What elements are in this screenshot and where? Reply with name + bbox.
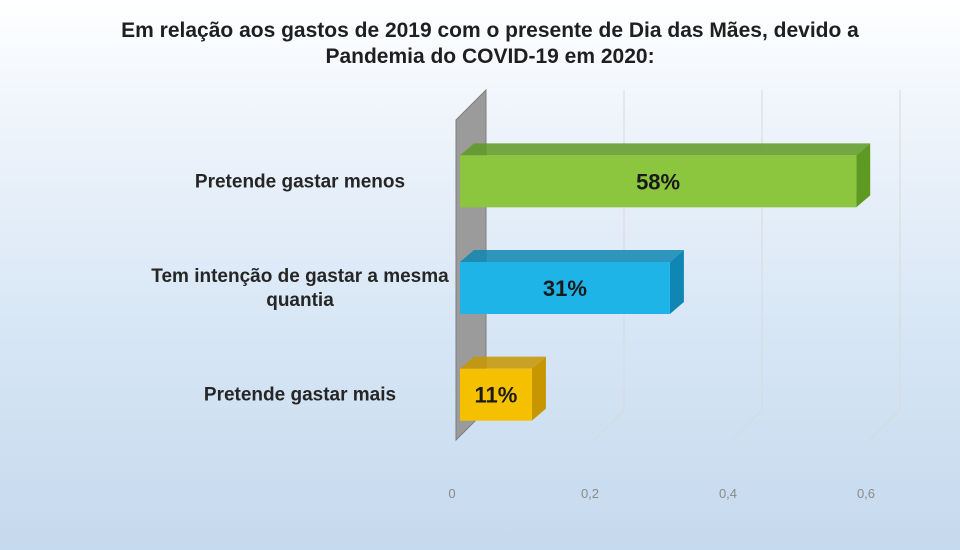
category-label: Tem intenção de gastar a mesma quantia xyxy=(151,266,449,311)
x-tick-label: 0,4 xyxy=(719,486,737,501)
category-label: Pretende gastar menos xyxy=(195,171,405,192)
data-label: 31% xyxy=(543,276,587,301)
data-label: 11% xyxy=(475,383,518,408)
bar xyxy=(460,368,532,421)
bar xyxy=(460,262,670,314)
bar xyxy=(460,155,857,208)
bar-top xyxy=(460,356,546,369)
bar-side xyxy=(669,250,684,314)
bar-side xyxy=(856,143,871,208)
bar-side xyxy=(531,356,546,421)
category-label: Pretende gastar mais xyxy=(204,385,396,406)
x-tick-label: 0 xyxy=(448,486,455,501)
gridline xyxy=(731,409,763,441)
gridline xyxy=(869,409,901,441)
bar-top xyxy=(460,143,871,156)
gridline xyxy=(593,409,625,441)
x-tick-label: 0,2 xyxy=(581,486,599,501)
data-label: 58% xyxy=(636,169,680,194)
x-tick-label: 0,6 xyxy=(857,486,875,501)
bar-top xyxy=(460,250,684,262)
chart-title: Em relação aos gastos de 2019 com o pres… xyxy=(121,19,859,68)
